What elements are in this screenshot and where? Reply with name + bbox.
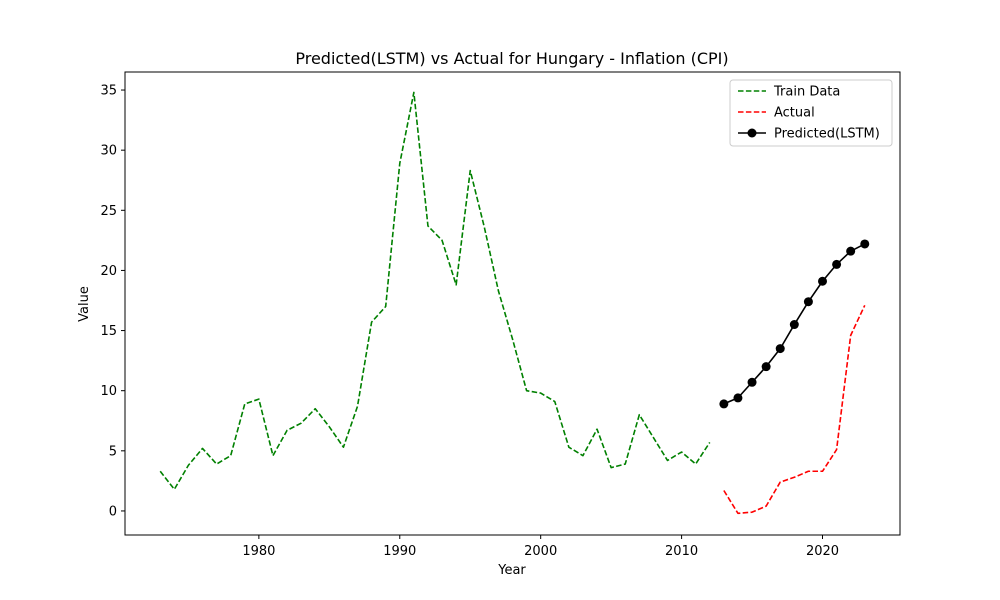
series-point-predicted-lstm — [775, 344, 785, 354]
chart-title: Predicted(LSTM) vs Actual for Hungary - … — [295, 49, 728, 68]
y-tick-label: 10 — [100, 384, 117, 399]
y-tick-label: 35 — [100, 84, 117, 99]
y-tick-label: 15 — [100, 324, 117, 339]
series-line-train-data — [159, 91, 711, 491]
x-tick-label: 1990 — [383, 544, 416, 559]
legend-marker-predicted-lstm — [747, 128, 757, 138]
x-tick-label: 2000 — [524, 544, 557, 559]
legend: Train Data Actual Predicted(LSTM) — [729, 79, 893, 147]
y-tick-label: 0 — [109, 504, 117, 519]
series-point-predicted-lstm — [733, 393, 743, 403]
legend-label-predicted-lstm: Predicted(LSTM) — [774, 127, 880, 142]
series-point-predicted-lstm — [846, 246, 856, 256]
y-tick-label: 25 — [100, 204, 117, 219]
series-point-predicted-lstm — [803, 297, 813, 307]
series-point-predicted-lstm — [818, 276, 827, 286]
y-tick-label: 5 — [109, 444, 117, 459]
series-point-predicted-lstm — [832, 259, 842, 269]
series-line-actual — [723, 304, 866, 515]
series-point-predicted-lstm — [719, 399, 729, 409]
y-axis-ticks: 0 5 10 15 20 25 30 35 — [100, 84, 125, 519]
x-axis-ticks: 1980 1990 2000 2010 2020 — [242, 535, 839, 559]
x-axis-label: Year — [497, 563, 526, 578]
plot-content — [159, 91, 870, 515]
plot-frame — [124, 71, 901, 536]
legend-label-actual: Actual — [774, 106, 815, 121]
legend-label-train-data: Train Data — [773, 85, 840, 100]
x-tick-label: 2020 — [806, 544, 839, 559]
y-tick-label: 30 — [100, 144, 117, 159]
legend-box — [729, 79, 893, 147]
y-axis-label: Value — [77, 286, 92, 322]
x-tick-label: 1980 — [242, 544, 275, 559]
x-tick-label: 2010 — [665, 544, 698, 559]
series-point-predicted-lstm — [761, 362, 771, 372]
series-point-predicted-lstm — [747, 377, 757, 387]
y-tick-label: 20 — [100, 264, 117, 279]
series-point-predicted-lstm — [860, 239, 870, 249]
series-point-predicted-lstm — [789, 320, 799, 330]
